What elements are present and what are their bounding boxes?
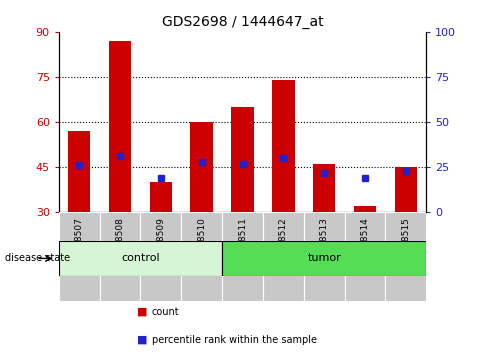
Bar (149, 182, 172, 212)
Bar (354, 206, 376, 212)
Text: tumor: tumor (307, 253, 341, 263)
Text: GSM148509: GSM148509 (156, 217, 166, 272)
Text: GSM148510: GSM148510 (197, 217, 206, 272)
Text: GSM148507: GSM148507 (74, 217, 84, 272)
Title: GDS2698 / 1444647_at: GDS2698 / 1444647_at (162, 16, 323, 29)
Text: control: control (121, 253, 160, 263)
Bar (231, 107, 254, 212)
Text: percentile rank within the sample: percentile rank within the sample (152, 335, 317, 345)
Bar (59, 241, 222, 276)
Bar (394, 167, 417, 212)
Bar (272, 80, 294, 212)
Text: GSM148515: GSM148515 (401, 217, 411, 272)
Text: GSM148512: GSM148512 (279, 217, 288, 272)
Bar (191, 122, 213, 212)
Bar (313, 164, 336, 212)
Text: GSM148508: GSM148508 (116, 217, 124, 272)
Bar (222, 241, 426, 276)
Bar (222, 212, 263, 301)
Bar (68, 131, 91, 212)
Bar (344, 212, 386, 301)
Text: count: count (152, 307, 179, 316)
Text: GSM148514: GSM148514 (361, 217, 369, 272)
Text: ■: ■ (137, 335, 147, 345)
Text: GSM148513: GSM148513 (319, 217, 329, 272)
Text: ■: ■ (137, 307, 147, 316)
Text: GSM148511: GSM148511 (238, 217, 247, 272)
Bar (141, 212, 181, 301)
Bar (386, 212, 426, 301)
Bar (181, 212, 222, 301)
Bar (263, 212, 304, 301)
Bar (304, 212, 344, 301)
Bar (59, 212, 99, 301)
Bar (99, 212, 141, 301)
Text: disease state: disease state (5, 253, 70, 263)
Bar (109, 41, 131, 212)
